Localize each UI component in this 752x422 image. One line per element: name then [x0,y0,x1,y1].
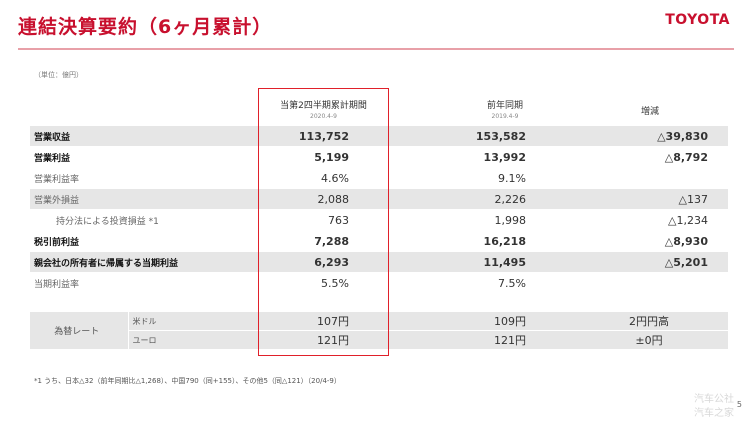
row-prior: 13,992 [389,146,570,168]
row-label: 営業収益 [30,126,258,147]
header-prior-period: 2019.4-9 [491,113,519,120]
title-divider [18,48,734,50]
table-row: 税引前利益 7,288 16,218 △8,930 [30,230,728,252]
table-row: 営業利益 5,199 13,992 △8,792 [30,146,728,168]
row-label: 持分法による投資損益 *1 [30,209,258,231]
row-current: 113,752 [258,126,389,147]
row-change [570,272,728,294]
row-change: △137 [570,188,728,210]
watermark-line2: 汽车之家 [694,408,734,419]
fx-change: ±0円 [570,330,728,350]
header-change: 増減 [600,104,700,117]
fx-currency: ユーロ [127,330,258,350]
watermark-line1: 汽车公社 [694,394,734,405]
fx-current: 121円 [258,330,389,350]
fx-currency: 米ドル [127,312,258,331]
row-prior: 9.1% [389,167,570,189]
row-change: △8,792 [570,146,728,168]
header-prior: 前年同期 2019.4-9 [440,98,570,120]
row-label: 営業利益 [30,146,258,168]
row-prior: 2,226 [389,188,570,210]
row-prior: 16,218 [389,230,570,252]
table-row: 持分法による投資損益 *1 763 1,998 △1,234 [30,209,728,231]
fx-table: 為替レート 米ドル 107円 109円 2円円高 ユーロ 121円 121円 ±… [30,312,728,350]
table-row: ユーロ 121円 121円 ±0円 [30,330,728,350]
table-row: 営業利益率 4.6% 9.1% [30,167,728,189]
row-change: △5,201 [570,251,728,273]
row-label: 当期利益率 [30,272,258,294]
toyota-logo: TOYOTA [665,12,730,28]
row-label: 営業外損益 [30,188,258,210]
table-row: 営業外損益 2,088 2,226 △137 [30,188,728,210]
row-prior: 7.5% [389,272,570,294]
page-title: 連結決算要約（6ヶ月累計） [18,16,273,38]
row-change: △39,830 [570,126,728,147]
header-current-label: 当第2四半期累計期間 [280,101,367,111]
row-label: 税引前利益 [30,230,258,252]
header-current-period: 2020.4-9 [310,113,337,120]
row-label: 親会社の所有者に帰属する当期利益 [30,251,258,273]
row-change: △1,234 [570,209,728,231]
row-current: 763 [258,209,389,231]
row-current: 6,293 [258,251,389,273]
fx-prior: 109円 [389,312,570,331]
header-prior-label: 前年同期 [486,101,523,111]
row-current: 2,088 [258,188,389,210]
table-row: 営業収益 113,752 153,582 △39,830 [30,126,728,147]
fx-change: 2円円高 [570,312,728,331]
row-current: 4.6% [258,167,389,189]
header-change-label: 増減 [640,107,659,117]
header-current: 当第2四半期累計期間 2020.4-9 [258,98,389,120]
current-period-highlight [258,88,389,356]
row-label: 営業利益率 [30,167,258,189]
row-prior: 153,582 [389,126,570,147]
row-prior: 11,495 [389,251,570,273]
row-prior: 1,998 [389,209,570,231]
table-row: 為替レート 米ドル 107円 109円 2円円高 [30,312,728,350]
fx-prior: 121円 [389,330,570,350]
row-current: 5.5% [258,272,389,294]
unit-note: （単位：億円） [34,71,83,79]
table-row: 親会社の所有者に帰属する当期利益 6,293 11,495 △5,201 [30,251,728,273]
table-row: 当期利益率 5.5% 7.5% [30,272,728,294]
summary-table: 営業収益 113,752 153,582 △39,830 営業利益 5,199 … [30,126,728,294]
footnote: *1 うち、日本△32（前年同期比△1,268）、中国790（同+155）、その… [34,377,341,385]
row-current: 5,199 [258,146,389,168]
fx-label: 為替レート [30,312,128,350]
row-current: 7,288 [258,230,389,252]
page-number: 5 [736,400,742,409]
row-change: △8,930 [570,230,728,252]
row-change [570,167,728,189]
fx-current: 107円 [258,312,389,331]
